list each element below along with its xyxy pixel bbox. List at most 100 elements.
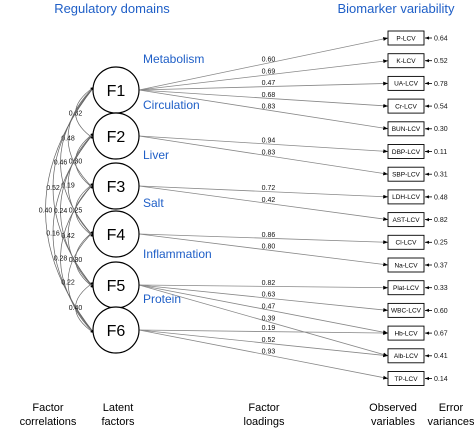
observed-label-bun-lcv: BUN-LCV: [392, 126, 421, 133]
loading-value-3: 0.68: [262, 92, 276, 99]
observed-box-tp-lcv: [387, 371, 425, 386]
observed-label-ldh-lcv: LDH-LCV: [392, 194, 420, 201]
loading-value-5: 0.94: [262, 138, 276, 145]
footer-latent-line2: factors: [101, 416, 135, 428]
factor-circle-f6: [92, 306, 140, 354]
factor-circle-f3: [92, 162, 140, 210]
footer-latent-line1: Latent: [103, 402, 134, 414]
observed-box-na-lcv: [387, 257, 425, 273]
footer-loadings-line2: loadings: [244, 416, 285, 428]
observed-box-dbp-lcv: [387, 144, 425, 159]
loading-value-1: 0.69: [262, 68, 276, 75]
loading-value-15: 0.19: [262, 325, 276, 332]
loading-path-6: [138, 135, 389, 176]
error-variance-hb-lcv: 0.67: [434, 331, 448, 338]
correlation-arc-14: [75, 281, 95, 334]
loading-value-16: 0.52: [262, 337, 276, 344]
observed-label-k-lcv: K-LCV: [396, 58, 416, 65]
factor-label-f2: F2: [107, 129, 126, 146]
correlation-value-0: 0.32: [69, 111, 83, 118]
loading-path-1: [138, 59, 389, 91]
correlation-value-14: 0.40: [69, 305, 83, 312]
observed-label-wbc-lcv: WBC-LCV: [391, 308, 422, 315]
correlation-arcs: 0.320.480.300.460.190.520.250.240.400.42…: [39, 86, 95, 334]
factor-label-f5: F5: [107, 278, 126, 295]
factor-circle-f4: [92, 210, 140, 258]
correlation-arc-2: [75, 132, 95, 190]
factor-label-f1: F1: [107, 83, 126, 100]
correlation-value-3: 0.46: [54, 160, 68, 167]
domain-label-salt: Salt: [143, 196, 164, 210]
error-variance-sbp-lcv: 0.31: [434, 172, 448, 179]
loading-value-17: 0.93: [262, 349, 276, 356]
correlation-arc-3: [60, 86, 95, 238]
observed-box-ua-lcv: [387, 75, 425, 91]
error-variance-k-lcv: 0.52: [434, 58, 448, 65]
correlation-arc-10: [52, 132, 95, 334]
loading-path-16: [138, 329, 389, 358]
observed-box-p-lcv: [387, 30, 425, 46]
error-variance-ldh-lcv: 0.48: [434, 194, 448, 201]
observed-box-cr-lcv: [387, 98, 425, 114]
observed-label-ua-lcv: UA-LCV: [394, 81, 419, 88]
footer-correlations-line1: Factor: [32, 402, 64, 414]
loading-path-7: [138, 185, 389, 199]
error-variance-cl-lcv: 0.25: [434, 240, 448, 247]
observed-label-alb-lcv: Alb-LCV: [394, 353, 419, 360]
footer-error-line2: variances: [427, 416, 474, 428]
error-variance-dbp-lcv: 0.11: [434, 149, 447, 156]
correlation-arc-6: [75, 182, 95, 238]
correlation-arc-1: [67, 86, 95, 190]
observed-label-hb-lcv: Hb-LCV: [394, 330, 418, 337]
observed-box-wbc-lcv: [387, 302, 425, 318]
loading-path-10: [138, 233, 389, 267]
correlation-arc-12: [60, 182, 95, 334]
domain-label-circulation: Circulation: [143, 98, 200, 112]
left-header: Regulatory domains: [54, 1, 170, 16]
loading-path-2: [138, 81, 389, 91]
correlation-value-9: 0.42: [61, 233, 75, 240]
loading-value-4: 0.83: [262, 104, 276, 111]
loading-path-11: [138, 284, 389, 290]
observed-label-plat-lcv: Plat-LCV: [393, 285, 420, 292]
correlation-value-12: 0.28: [54, 256, 68, 263]
correlation-value-10: 0.16: [46, 231, 60, 238]
loading-value-11: 0.82: [262, 280, 276, 287]
correlation-value-4: 0.19: [61, 183, 75, 190]
loading-value-10: 0.80: [262, 244, 276, 251]
error-variance-bun-lcv: 0.30: [434, 126, 448, 133]
domain-label-inflammation: Inflammation: [143, 247, 212, 261]
error-variance-ua-lcv: 0.78: [434, 81, 448, 88]
error-variance-alb-lcv: 0.41: [434, 353, 448, 360]
factor-label-f3: F3: [107, 179, 126, 196]
loading-value-9: 0.86: [262, 232, 276, 239]
loading-path-15: [138, 329, 389, 335]
loading-path-14: [138, 284, 389, 357]
loading-path-0: [138, 37, 389, 91]
correlation-arc-4: [67, 132, 95, 238]
observed-box-alb-lcv: [387, 348, 425, 364]
correlation-value-13: 0.22: [61, 280, 75, 287]
observed-box-sbp-lcv: [387, 166, 425, 182]
correlation-value-1: 0.48: [61, 136, 75, 143]
error-variance-tp-lcv: 0.14: [434, 376, 448, 383]
loading-path-9: [138, 233, 389, 245]
observed-label-cl-lcv: Cl-LCV: [396, 240, 418, 247]
observed-label-cr-lcv: Cr-LCV: [395, 103, 417, 110]
loading-value-7: 0.72: [262, 185, 276, 192]
footer-loadings-line1: Factor: [248, 402, 280, 414]
domain-label-protein: Protein: [143, 292, 181, 306]
correlation-value-2: 0.30: [69, 159, 83, 166]
factor-label-f6: F6: [107, 323, 126, 340]
loading-path-13: [138, 284, 389, 335]
footer-observed-line1: Observed: [369, 402, 417, 414]
domain-label-metabolism: Metabolism: [143, 52, 204, 66]
observed-box-ast-lcv: [387, 212, 425, 228]
error-variance-na-lcv: 0.37: [434, 262, 448, 269]
footer-error-line1: Error: [439, 402, 464, 414]
observed-label-na-lcv: Na-LCV: [394, 262, 418, 269]
observed-box-bun-lcv: [387, 121, 425, 137]
error-variance-p-lcv: 0.64: [434, 35, 448, 42]
loading-path-12: [138, 284, 389, 312]
